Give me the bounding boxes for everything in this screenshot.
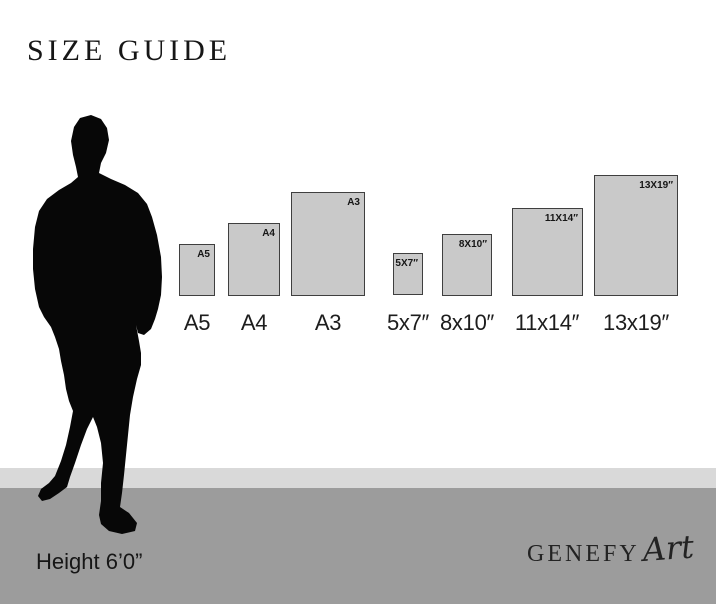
size-label-a3: A3 <box>314 310 342 335</box>
brand-name: GENEFY <box>527 541 640 567</box>
size-swatch-a4: A4 <box>228 223 280 296</box>
size-swatch-a3: A3 <box>291 192 365 296</box>
page-title: SIZE GUIDE <box>27 34 232 67</box>
size-label-8x10: 8x10″ <box>440 310 494 335</box>
size-label-a5: A5 <box>183 310 211 335</box>
size-swatch-11x14: 11X14″ <box>512 208 583 296</box>
size-tag-11x14: 11X14″ <box>544 213 578 224</box>
size-label-13x19: 13x19″ <box>603 310 669 335</box>
floor-strip-light <box>0 468 716 488</box>
size-tag-5x7: 5X7″ <box>395 258 418 269</box>
size-label-a4: A4 <box>240 310 268 335</box>
brand-logo: GENEFY Art <box>527 527 695 569</box>
size-swatch-13x19: 13X19″ <box>594 175 678 296</box>
size-label-11x14: 11x14″ <box>514 310 580 335</box>
size-tag-a3: A3 <box>347 197 360 208</box>
size-swatch-8x10: 8X10″ <box>442 234 492 296</box>
size-label-5x7: 5x7″ <box>386 310 430 335</box>
height-label: Height 6’0” <box>36 549 143 574</box>
size-tag-8x10: 8X10″ <box>458 239 487 250</box>
size-swatch-5x7: 5X7″ <box>393 253 423 295</box>
brand-script-suffix: Art <box>641 527 695 569</box>
size-tag-13x19: 13X19″ <box>639 180 673 191</box>
man-silhouette <box>33 115 162 534</box>
size-swatch-a5: A5 <box>179 244 215 296</box>
size-tag-a5: A5 <box>197 249 210 260</box>
size-tag-a4: A4 <box>262 228 275 239</box>
